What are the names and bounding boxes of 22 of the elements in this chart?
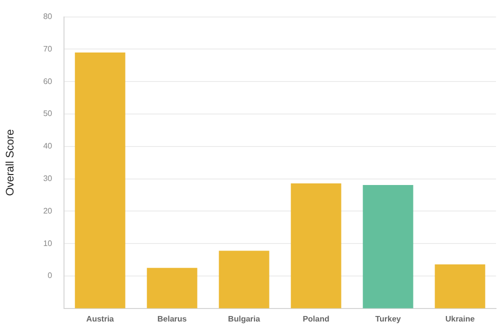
bar <box>146 268 198 308</box>
y-axis-title: Overall Score <box>4 129 17 196</box>
bar <box>434 264 486 308</box>
y-tick-label: 40 <box>43 142 53 151</box>
y-tick-label: 50 <box>43 109 53 118</box>
x-tick-label: Bulgaria <box>228 314 261 324</box>
bar <box>218 250 270 308</box>
x-tick-label: Austria <box>86 314 114 324</box>
x-tick-label: Ukraine <box>445 314 476 324</box>
y-tick-label: 30 <box>43 174 53 184</box>
y-tick-label: 80 <box>43 12 53 22</box>
bar <box>74 52 126 308</box>
y-tick-label: 70 <box>43 44 53 54</box>
y-tick-label: 0 <box>48 271 53 280</box>
x-tick-label: Poland <box>302 314 330 324</box>
bar <box>290 183 342 308</box>
x-tick-label: Belarus <box>157 314 188 324</box>
y-tick-label: 10 <box>43 238 53 248</box>
y-tick-label: 60 <box>43 76 53 86</box>
x-tick-label: Turkey <box>375 314 402 324</box>
bar <box>362 184 414 308</box>
y-tick-label: 20 <box>43 206 53 216</box>
